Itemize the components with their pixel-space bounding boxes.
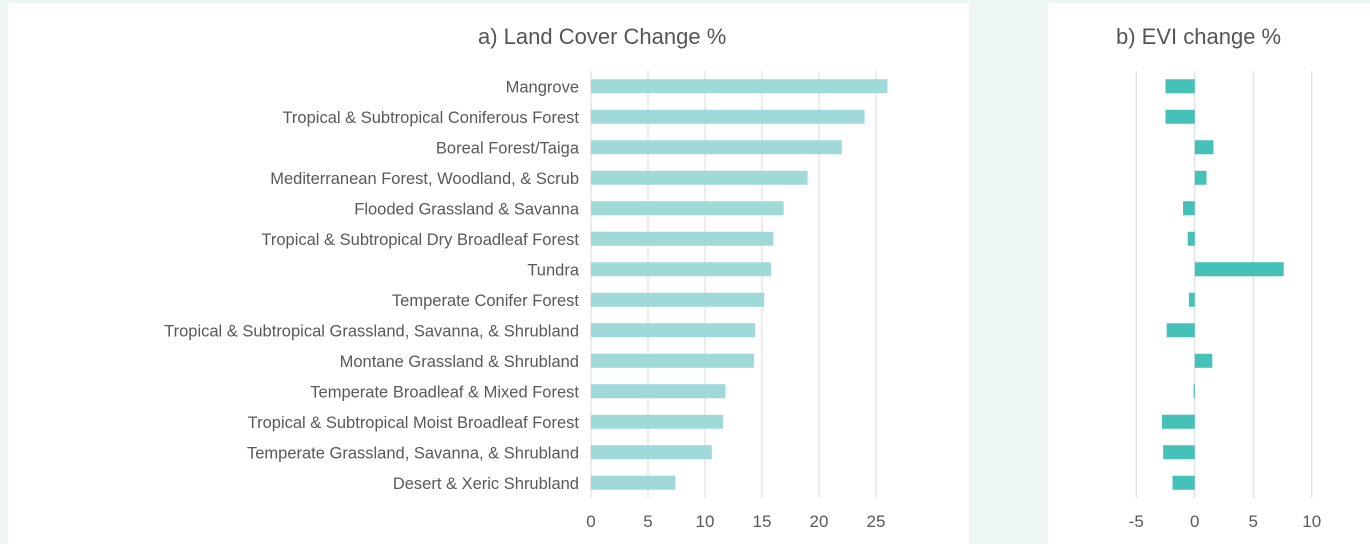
land-cover-category-label: Mangrove — [506, 78, 579, 96]
land-cover-chart-title: a) Land Cover Change % — [478, 24, 727, 49]
land-cover-bar — [591, 170, 808, 185]
land-cover-bar — [591, 384, 726, 399]
land-cover-x-tick-label: 10 — [696, 512, 715, 531]
land-cover-bar — [591, 140, 842, 155]
land-cover-x-tick-label: 15 — [753, 512, 772, 531]
land-cover-x-tick-label: 0 — [586, 512, 595, 531]
land-cover-category-label: Temperate Grassland, Savanna, & Shrublan… — [247, 444, 579, 462]
evi-bar — [1194, 262, 1284, 277]
evi-chart-title: b) EVI change % — [1116, 24, 1282, 49]
land-cover-category-label: Desert & Xeric Shrubland — [393, 475, 579, 493]
land-cover-bar — [591, 201, 784, 216]
land-cover-bar — [591, 414, 724, 429]
land-cover-bar — [591, 262, 772, 277]
evi-bar — [1183, 201, 1195, 216]
land-cover-bar — [591, 445, 712, 460]
evi-x-tick-label: 0 — [1190, 512, 1199, 531]
land-cover-bar — [591, 323, 756, 338]
land-cover-category-label: Boreal Forest/Taiga — [436, 139, 580, 157]
land-cover-category-label: Montane Grassland & Shrubland — [340, 353, 579, 371]
land-cover-bar — [591, 79, 888, 94]
land-cover-x-tick-label: 25 — [867, 512, 886, 531]
land-cover-category-label: Flooded Grassland & Savanna — [354, 200, 580, 218]
land-cover-category-label: Tropical & Subtropical Moist Broadleaf F… — [248, 414, 580, 432]
land-cover-bar — [591, 292, 765, 307]
evi-bar — [1193, 384, 1195, 399]
evi-bar — [1161, 414, 1195, 429]
land-cover-bar-chart: 0 5 10 15 20 25 Mangrove Tropical & Subtropical… — [164, 71, 888, 531]
land-cover-chart-panel: a) Land Cover Change % 0 5 10 15 20 25 Mangrov… — [8, 3, 969, 544]
land-cover-bar — [591, 475, 676, 490]
evi-bar — [1194, 170, 1207, 185]
land-cover-category-label: Mediterranean Forest, Woodland, & Scrub — [270, 170, 579, 188]
land-cover-bar — [591, 353, 755, 368]
evi-bar — [1194, 353, 1213, 368]
land-cover-category-label: Tropical & Subtropical Dry Broadleaf For… — [261, 231, 579, 249]
evi-bar — [1188, 292, 1195, 307]
land-cover-x-tick-label: 5 — [643, 512, 652, 531]
land-cover-category-label: Tundra — [527, 261, 579, 279]
evi-bar — [1165, 109, 1195, 124]
evi-bar — [1187, 231, 1195, 246]
evi-chart-panel: b) EVI change % -5 0 5 10 — [1048, 3, 1370, 544]
evi-bar — [1166, 323, 1195, 338]
land-cover-bar — [591, 231, 774, 246]
evi-bar — [1163, 445, 1195, 460]
evi-x-tick-label: -5 — [1129, 512, 1144, 531]
evi-bar — [1165, 79, 1195, 94]
evi-bar-chart: -5 0 5 10 — [1129, 71, 1321, 531]
land-cover-category-label: Temperate Broadleaf & Mixed Forest — [310, 383, 579, 401]
land-cover-x-tick-label: 20 — [810, 512, 829, 531]
evi-bar — [1172, 475, 1195, 490]
evi-x-tick-label: 10 — [1302, 512, 1321, 531]
evi-bar — [1194, 140, 1214, 155]
evi-x-tick-label: 5 — [1249, 512, 1258, 531]
land-cover-bar — [591, 109, 865, 124]
land-cover-category-label: Tropical & Subtropical Grassland, Savann… — [164, 322, 579, 340]
land-cover-category-label: Tropical & Subtropical Coniferous Forest — [282, 109, 579, 127]
land-cover-category-label: Temperate Conifer Forest — [392, 292, 579, 310]
